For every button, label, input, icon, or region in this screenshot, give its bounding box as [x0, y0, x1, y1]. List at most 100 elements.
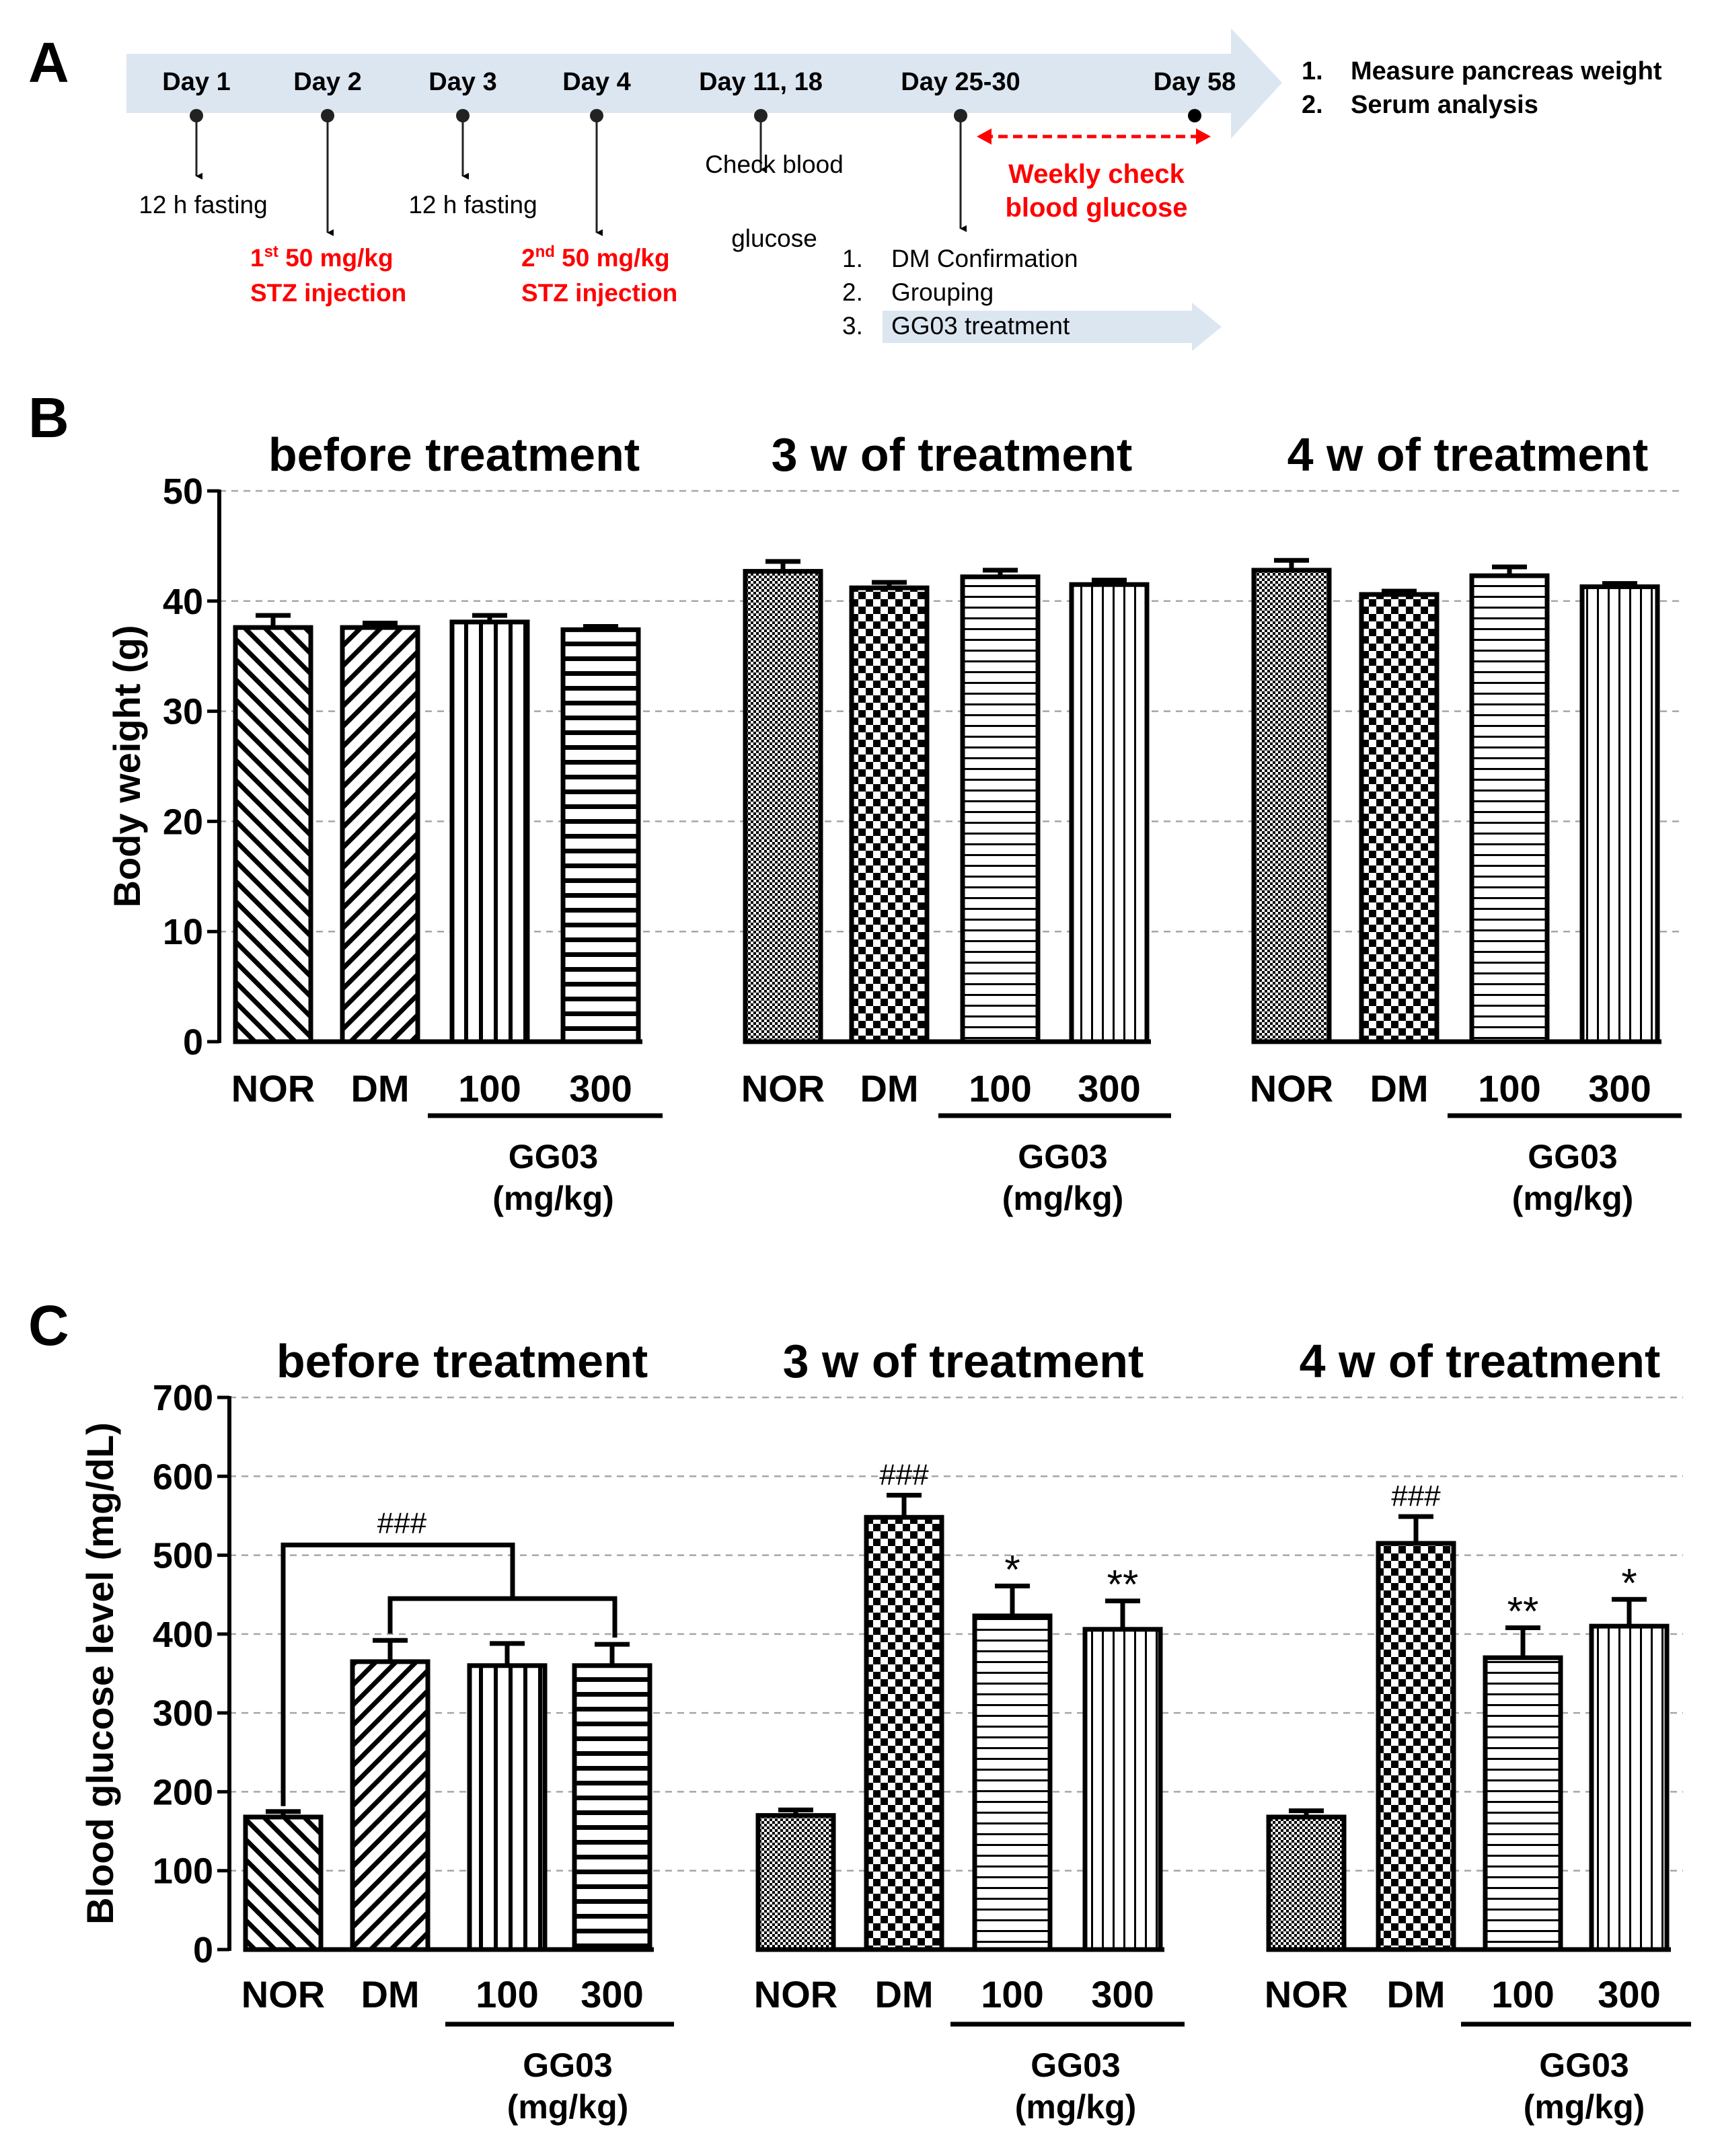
significance-bracket: ###: [281, 1506, 618, 1806]
group-title: 3 w of treatment: [772, 428, 1133, 481]
timeline-arrow: [126, 28, 1282, 139]
x-tick-label: NOR: [241, 1973, 325, 2015]
day-label-6: Day 25-30: [901, 68, 1020, 96]
bar: [1082, 1627, 1163, 1952]
gg03-label: GG03: [1539, 2046, 1629, 2084]
y-axis-title: Blood glucose level (mg/dL): [79, 1422, 121, 1925]
stz-injection-2-line2: STZ injection: [521, 279, 677, 307]
bar-group-1: before treatment NOR DM 100 300 GG03 (mg/kg): [241, 1335, 674, 2126]
group-title: 4 w of treatment: [1287, 428, 1649, 481]
y-tick-label: 0: [183, 1022, 203, 1063]
gg03-label: GG03: [1031, 2046, 1120, 2084]
x-tick-label: DM: [860, 1067, 918, 1110]
stz-injection-1: 1st 50 mg/kg STZ injection: [250, 243, 406, 307]
y-tick-label: 100: [153, 1851, 213, 1892]
y-axis: 0 100 200 300 400 500 600 700 Blood glucose leve…: [79, 1378, 231, 1970]
gg03-unit-label: (mg/kg): [492, 1180, 614, 1217]
y-axis-title: Body weight (g): [106, 625, 148, 908]
x-tick-label: DM: [1370, 1067, 1428, 1110]
stz-injection-2-line1: 2nd 50 mg/kg: [521, 243, 670, 272]
bar: [1469, 573, 1550, 1044]
day-note: 12 h fasting: [408, 191, 537, 219]
gg03-label: GG03: [1018, 1138, 1107, 1176]
bar: [1483, 1655, 1563, 1952]
x-tick-label: NOR: [741, 1067, 825, 1110]
bar: [755, 1813, 836, 1952]
bar: [1069, 582, 1150, 1044]
group-title: before treatment: [268, 428, 640, 481]
panel-letter: C: [28, 1294, 69, 1357]
gg03-label: GG03: [509, 1138, 598, 1176]
gg03-unit-label: (mg/kg): [1015, 2088, 1137, 2126]
x-tick-label: 300: [1588, 1067, 1651, 1110]
bar: [233, 625, 313, 1044]
y-tick-label: 300: [153, 1693, 213, 1734]
bracket-line: [387, 1596, 618, 1638]
timeline-days: Day 1 12 h fasting Day 2 Day 3 12 h fasting D…: [139, 68, 1236, 252]
day-label-5: Day 11, 18: [699, 68, 823, 96]
x-tick-label: NOR: [754, 1973, 837, 2015]
y-axis: 0 10 20 30 40 50 Body weight (g): [106, 471, 221, 1063]
bar-group-2: 3 w of treatment NOR DM 100 300 GG03 (mg/kg): [741, 428, 1171, 1217]
y-tick-label: 40: [163, 582, 203, 622]
x-tick-label: 300: [569, 1067, 632, 1110]
stz-injection-1-line1: 1st 50 mg/kg: [250, 243, 394, 272]
gridlines: [219, 490, 1680, 933]
significance-marker: ###: [879, 1458, 929, 1491]
y-tick-label: 30: [163, 692, 203, 732]
bar: [1376, 1541, 1456, 1952]
x-tick-label: NOR: [1265, 1973, 1348, 2015]
dm-step-2-text: Grouping: [891, 278, 994, 306]
bar: [467, 1663, 548, 1952]
significance-marker: ###: [1391, 1479, 1441, 1512]
bar: [1589, 1623, 1670, 1952]
dm-step-3-text: GG03 treatment: [891, 312, 1070, 340]
significance-marker: *: [1621, 1560, 1637, 1605]
group-title: before treatment: [276, 1335, 648, 1387]
end-step-1-text: Measure pancreas weight: [1351, 57, 1662, 85]
bar: [849, 585, 930, 1044]
bar: [560, 627, 641, 1044]
day-label-2: Day 2: [293, 68, 361, 96]
y-tick-label: 200: [153, 1772, 213, 1812]
panel-letter: B: [28, 386, 69, 449]
bar: [243, 1814, 324, 1952]
x-tick-label: DM: [350, 1067, 409, 1110]
x-tick-label: 100: [969, 1067, 1031, 1110]
panel-a-timeline: A Day 1 12 h fasting Day 2 Day 3 12 h fastin…: [28, 28, 1662, 351]
bracket-line: [281, 1542, 515, 1806]
x-tick-label: 100: [476, 1973, 538, 2015]
panel-a-letter: A: [28, 31, 69, 94]
y-tick-label: 400: [153, 1615, 213, 1655]
dm-step-2-num: 2.: [842, 278, 863, 306]
gg03-unit-label: (mg/kg): [1512, 1180, 1634, 1217]
end-step-2-num: 2.: [1302, 91, 1323, 119]
x-tick-label: NOR: [1250, 1067, 1333, 1110]
y-tick-label: 20: [163, 802, 203, 842]
x-tick-label: 100: [981, 1973, 1043, 2015]
bar: [972, 1613, 1053, 1952]
x-tick-label: NOR: [231, 1067, 315, 1110]
y-tick-label: 700: [153, 1378, 213, 1418]
x-tick-label: 300: [1598, 1973, 1660, 2015]
significance-marker: **: [1107, 1562, 1139, 1607]
gg03-label: GG03: [523, 2046, 612, 2084]
x-tick-label: 100: [1478, 1067, 1540, 1110]
bar-group-2: 3 w of treatment NOR DM ### 100 * 300 ** GG03 (mg…: [754, 1335, 1185, 2126]
y-tick-label: 600: [153, 1457, 213, 1497]
bar: [1266, 1814, 1347, 1952]
group-title: 4 w of treatment: [1300, 1335, 1661, 1387]
day-label-3: Day 3: [428, 68, 496, 96]
gg03-unit-label: (mg/kg): [1002, 1180, 1124, 1217]
x-tick-label: 100: [458, 1067, 521, 1110]
weekly-check-range: Weekly check blood glucose: [977, 128, 1211, 223]
day-note: 12 h fasting: [139, 191, 267, 219]
x-tick-label: DM: [361, 1973, 419, 2015]
bar: [1579, 584, 1660, 1044]
significance-marker: *: [1004, 1547, 1020, 1592]
bar-group-1: before treatment NOR DM 100 300 GG03 (mg/kg): [231, 428, 663, 1217]
gg03-label: GG03: [1528, 1138, 1617, 1176]
dm-step-3-num: 3.: [842, 312, 863, 340]
gg03-unit-label: (mg/kg): [1524, 2088, 1645, 2126]
